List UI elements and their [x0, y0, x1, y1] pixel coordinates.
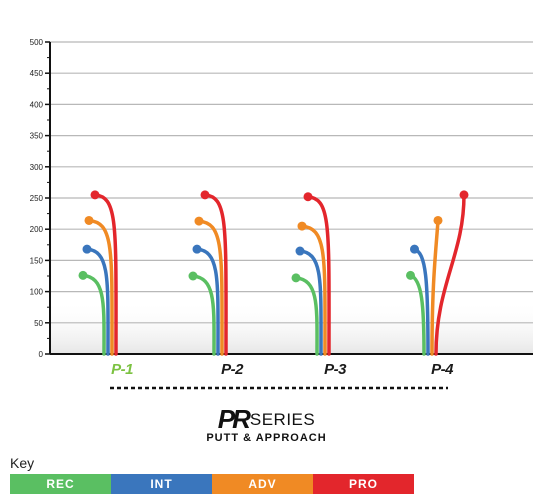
key-title: Key [10, 455, 35, 471]
y-tick-label: 250 [30, 194, 44, 203]
flight-curve-p-3-adv [300, 224, 327, 356]
disc-label-p-3: P-3 [324, 361, 347, 378]
y-tick-label: 350 [30, 132, 44, 141]
flight-curve-p-1-adv [87, 218, 114, 356]
flight-chart: 0 50 100 150 200 250 300 350 400 450 500 P-1 P-2 P-3… [30, 38, 533, 390]
flight-point-p-2-pro [200, 190, 210, 200]
y-tick-label: 0 [39, 350, 44, 359]
flight-curve-p-2-int [195, 247, 220, 356]
flight-curve-p-4-pro [434, 193, 466, 356]
y-tick-label: 50 [34, 319, 43, 328]
key-item-rec: REC [10, 474, 111, 494]
grid-lines [50, 41, 533, 324]
flight-curve-p-2-rec [191, 274, 216, 356]
series-logo: PR SERIES [0, 404, 533, 435]
flight-point-p-2-int [192, 244, 202, 254]
flight-point-p-3-pro [303, 192, 313, 202]
flight-point-p-3-int [295, 246, 305, 256]
flight-curve-p-1-rec [81, 273, 106, 356]
flight-point-p-2-adv [194, 216, 204, 226]
disc-labels: P-1 P-2 P-3 P-4 [111, 361, 455, 378]
key-item-adv: ADV [212, 474, 313, 494]
key-legend: REC INT ADV PRO [10, 474, 414, 494]
disc-label-p-4: P-4 [431, 361, 454, 378]
y-tick-label: 300 [30, 163, 44, 172]
flight-point-p-4-rec [406, 270, 415, 280]
flight-point-p-4-adv [433, 215, 443, 225]
series-logo-mark: PR [217, 404, 251, 434]
series-logo-word: SERIES [249, 409, 316, 429]
key-item-pro: PRO [313, 474, 414, 494]
flight-curve-p-3-int [298, 249, 323, 356]
flight-point-p-1-adv [84, 215, 94, 225]
flight-point-p-4-pro [459, 190, 469, 200]
flight-point-p-1-rec [78, 270, 88, 280]
flight-curves [78, 190, 469, 356]
y-tick-label: 200 [30, 225, 44, 234]
y-axis: 0 50 100 150 200 250 300 350 400 450 500 [30, 38, 533, 359]
floor-shade [50, 300, 533, 354]
y-tick-label: 400 [30, 100, 44, 109]
flight-curve-p-2-pro [203, 193, 228, 356]
flight-curve-p-3-pro [306, 195, 331, 356]
flight-curve-p-3-rec [294, 276, 319, 356]
disc-label-p-2: P-2 [221, 361, 244, 378]
flight-curve-p-2-adv [197, 219, 224, 356]
flight-point-p-4-int [410, 244, 419, 254]
flight-point-p-1-int [82, 244, 92, 254]
key-item-int: INT [111, 474, 212, 494]
y-tick-label: 150 [30, 256, 44, 265]
y-tick-label: 100 [30, 288, 44, 297]
flight-point-p-3-adv [297, 221, 307, 231]
disc-label-p-1: P-1 [111, 361, 133, 378]
flight-curve-p-1-pro [93, 193, 118, 356]
y-tick-label: 450 [30, 69, 44, 78]
flight-point-p-2-rec [188, 271, 198, 281]
flight-curve-p-1-int [85, 247, 110, 356]
flight-point-p-3-rec [291, 273, 301, 283]
flight-curve-p-4-adv [430, 218, 440, 356]
flight-point-p-1-pro [90, 190, 100, 200]
y-tick-label: 500 [30, 38, 44, 47]
series-subtitle: PUTT & APPROACH [206, 432, 327, 444]
